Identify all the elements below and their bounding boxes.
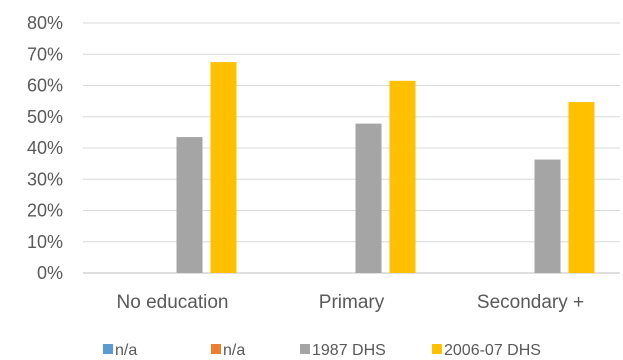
- y-tick-label: 60%: [27, 76, 63, 96]
- x-axis-category-labels: No education Primary Secondary +: [117, 292, 585, 313]
- bar: [389, 80, 416, 273]
- legend-label: 1987 DHS: [312, 342, 386, 359]
- y-tick-label: 80%: [27, 13, 63, 33]
- legend-swatch: [300, 344, 310, 354]
- legend-swatch: [103, 344, 113, 354]
- gridlines: [83, 22, 620, 274]
- y-tick-label: 10%: [27, 232, 63, 252]
- legend-swatch: [211, 344, 221, 354]
- y-tick-label: 20%: [27, 201, 63, 221]
- bar: [534, 159, 561, 273]
- y-axis-tick-labels: 0% 10% 20% 30% 40% 50% 60% 70% 80%: [27, 13, 63, 283]
- bars: [176, 62, 595, 273]
- legend-swatch: [432, 344, 442, 354]
- legend-label: 2006-07 DHS: [444, 342, 541, 359]
- bar: [355, 123, 382, 273]
- bar: [210, 62, 237, 273]
- legend-label: n/a: [115, 342, 137, 359]
- legend-label: n/a: [223, 342, 245, 359]
- x-category-label: Secondary +: [477, 292, 584, 313]
- y-tick-label: 40%: [27, 138, 63, 158]
- y-tick-label: 50%: [27, 107, 63, 127]
- x-category-label: No education: [117, 292, 229, 313]
- y-tick-label: 0%: [37, 263, 63, 283]
- bar: [568, 102, 595, 273]
- y-tick-label: 70%: [27, 44, 63, 64]
- legend: n/a n/a 1987 DHS 2006-07 DHS: [103, 342, 541, 359]
- bar: [176, 137, 203, 273]
- x-category-label: Primary: [319, 292, 385, 313]
- y-tick-label: 30%: [27, 169, 63, 189]
